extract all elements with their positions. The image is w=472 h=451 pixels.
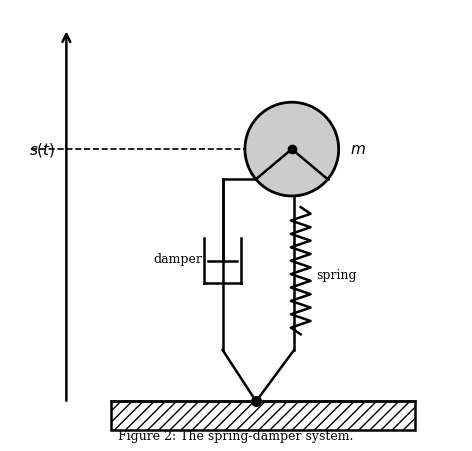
Text: Figure 2: The spring-damper system.: Figure 2: The spring-damper system. [118, 428, 354, 442]
Bar [111, 401, 414, 430]
Text: $m$: $m$ [350, 143, 366, 157]
Text: spring: spring [316, 268, 357, 281]
Text: damper: damper [154, 253, 202, 265]
Text: $s(t)$: $s(t)$ [29, 141, 55, 159]
Circle shape [245, 103, 339, 197]
